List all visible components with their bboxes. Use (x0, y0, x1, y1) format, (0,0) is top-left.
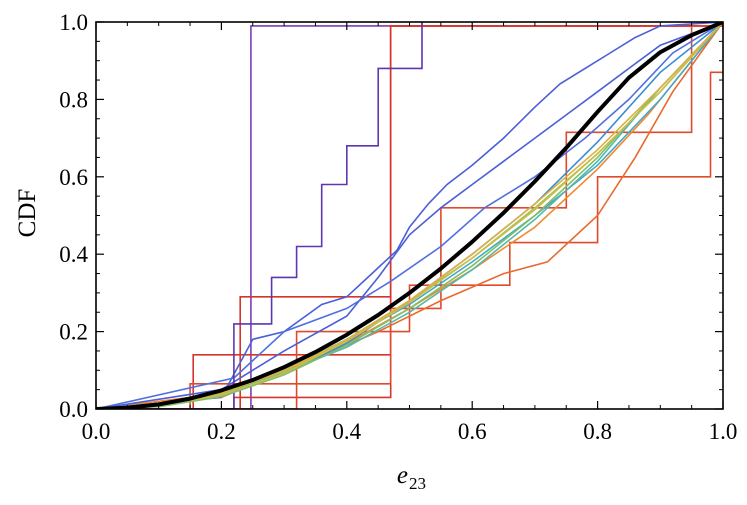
y-tick-label: 0.8 (59, 87, 88, 112)
x-tick-label: 0.4 (332, 419, 361, 444)
series-line-3 (96, 25, 723, 409)
series-line-1 (96, 22, 423, 409)
reference-layer (96, 22, 723, 409)
x-tick-label: 0.6 (458, 419, 487, 444)
y-tick-label: 0.2 (59, 320, 88, 345)
series-layer (96, 22, 723, 409)
series-line-18 (96, 22, 723, 409)
x-tick-label: 0.2 (207, 419, 236, 444)
x-tick-label: 0.0 (82, 419, 111, 444)
x-axis-title: e (397, 462, 408, 489)
y-axis-title: CDF (14, 189, 41, 238)
x-axis-title-subscript: 23 (409, 474, 426, 493)
y-tick-label: 0.0 (59, 397, 88, 422)
reference-curve (96, 22, 723, 409)
series-line-5 (96, 25, 723, 409)
y-tick-label: 1.0 (59, 10, 88, 35)
series-line-16 (96, 22, 723, 409)
series-line-4 (96, 25, 723, 409)
y-tick-label: 0.4 (59, 242, 88, 267)
series-line-10 (96, 22, 723, 409)
x-tick-label: 1.0 (709, 419, 738, 444)
series-line-11 (96, 22, 723, 409)
x-tick-label: 0.8 (583, 419, 612, 444)
y-tick-label: 0.6 (59, 165, 88, 190)
series-line-9 (96, 22, 723, 409)
series-line-2 (96, 25, 723, 409)
axis-layer: 0.0 0.2 0.4 0.6 0.8 1.0 0.0 0.2 0.4 0.6 0.8 1.0 (59, 10, 737, 444)
series-line-12 (96, 22, 423, 409)
